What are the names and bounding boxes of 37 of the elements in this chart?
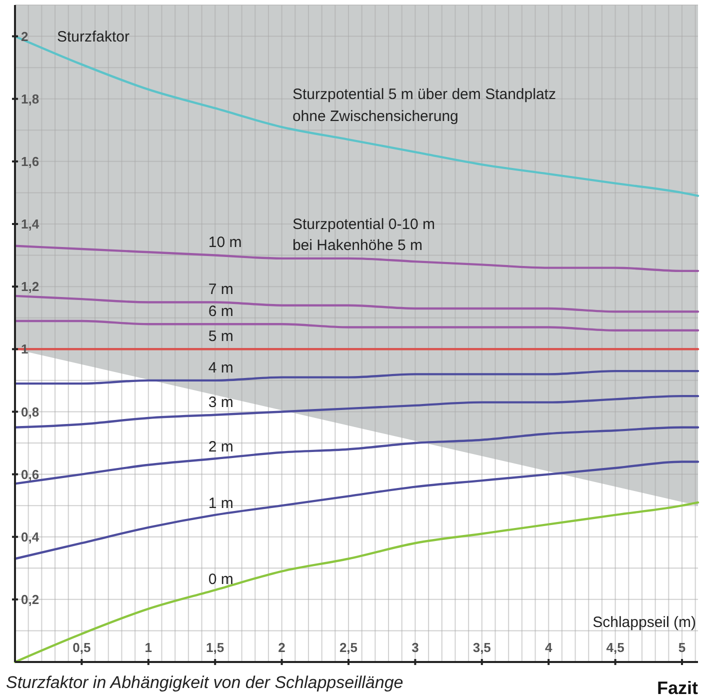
- series-label: 6 m: [208, 303, 234, 320]
- y-tick-label: 1,4: [21, 216, 40, 232]
- x-tick-label: 4,5: [606, 640, 624, 655]
- x-tick-label: 1: [144, 640, 152, 655]
- x-tick-label: 2,5: [339, 640, 358, 655]
- series-label: 0 m: [208, 570, 234, 588]
- x-tick-label: 4: [544, 640, 553, 655]
- series-label: 3 m: [208, 394, 234, 412]
- line-series: [14, 426, 700, 485]
- text: Fazit: [656, 678, 698, 696]
- series-label: 4 m: [208, 359, 234, 376]
- y-tick-label: 0,6: [21, 466, 40, 482]
- y-tick-label: 1,2: [21, 279, 40, 294]
- series-label: 1 m: [208, 495, 234, 512]
- y-tick-label: 1,8: [21, 91, 40, 106]
- x-tick-label: 5: [678, 640, 686, 655]
- series-label: Sturzpotential 5 m über dem Standplatz ohne Zwischensicherung: [292, 86, 556, 126]
- series-label: 10 m: [208, 234, 242, 251]
- y-tick-label: 1,6: [21, 154, 40, 169]
- y-tick-label: 0,2: [21, 592, 40, 607]
- x-axis-title: Schlappseil (m): [592, 614, 696, 631]
- annotation: Sturzpotential 0-10 m bei Hakenhöhe 5 m: [292, 216, 436, 254]
- text: Sturzfaktor in Abhängigkeit von der Schlappseillänge: [6, 673, 404, 692]
- line-series: [14, 394, 700, 428]
- x-tick-label: 3: [412, 640, 419, 655]
- y-tick-label: 0,4: [21, 529, 40, 544]
- y-tick-label: 0,8: [21, 404, 40, 420]
- series-label: 2 m: [208, 438, 234, 456]
- line-series: [14, 320, 700, 332]
- x-tick-label: 3,5: [472, 640, 491, 655]
- y-axis-title: Sturzfaktor: [57, 28, 130, 46]
- x-tick-label: 2: [278, 640, 286, 655]
- series-label: 7 m: [208, 281, 234, 298]
- line-series: [14, 460, 700, 560]
- x-tick-label: 1,5: [206, 640, 224, 655]
- series-label: 5 m: [208, 328, 234, 346]
- x-tick-label: 0,5: [72, 640, 91, 655]
